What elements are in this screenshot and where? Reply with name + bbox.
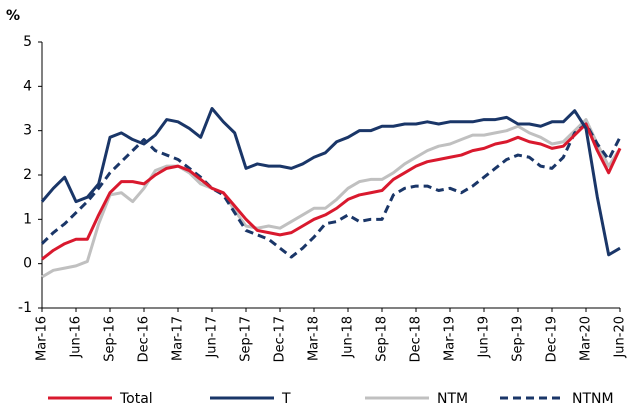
series-line bbox=[41, 122, 622, 261]
x-tick-label: Sep-18 bbox=[375, 316, 390, 362]
x-tick-label: Mar-19 bbox=[443, 316, 458, 361]
series-line bbox=[41, 118, 622, 279]
y-tick-label: 5 bbox=[23, 34, 32, 50]
x-tick-label: Sep-17 bbox=[239, 316, 254, 362]
x-tick-label: Dec-18 bbox=[409, 316, 424, 362]
series-line bbox=[40, 122, 622, 259]
x-tick-label: Sep-16 bbox=[103, 316, 118, 362]
y-tick-label: 4 bbox=[23, 78, 32, 94]
legend-label: Total bbox=[119, 391, 153, 407]
x-tick-label: Mar-18 bbox=[307, 316, 322, 361]
x-tick-label: Dec-17 bbox=[273, 316, 288, 362]
legend-label: T bbox=[281, 391, 291, 407]
y-tick-label: -1 bbox=[18, 300, 32, 316]
x-tick-label: Dec-16 bbox=[137, 316, 152, 362]
y-tick-label: 3 bbox=[23, 123, 32, 139]
y-tick-label: 1 bbox=[23, 211, 32, 227]
legend-label: NTNM bbox=[572, 391, 614, 407]
x-tick-label: Mar-17 bbox=[171, 316, 186, 361]
x-tick-label: Jun-18 bbox=[341, 316, 356, 359]
x-tick-label: Mar-20 bbox=[579, 316, 594, 361]
x-tick-label: Jun-17 bbox=[205, 316, 220, 359]
y-axis-label: % bbox=[6, 8, 20, 24]
x-tick-label: Jun-16 bbox=[69, 316, 84, 359]
y-tick-label: 2 bbox=[23, 167, 32, 183]
y-tick-label: 0 bbox=[23, 256, 32, 272]
x-tick-label: Sep-19 bbox=[511, 316, 526, 362]
x-tick-label: Jun-19 bbox=[477, 316, 492, 359]
x-tick-label: Dec-19 bbox=[545, 316, 560, 362]
x-tick-label: Mar-16 bbox=[35, 316, 50, 361]
series-line bbox=[40, 107, 621, 257]
legend-label: NTM bbox=[437, 391, 468, 407]
x-tick-label: Jun-20 bbox=[613, 316, 628, 359]
